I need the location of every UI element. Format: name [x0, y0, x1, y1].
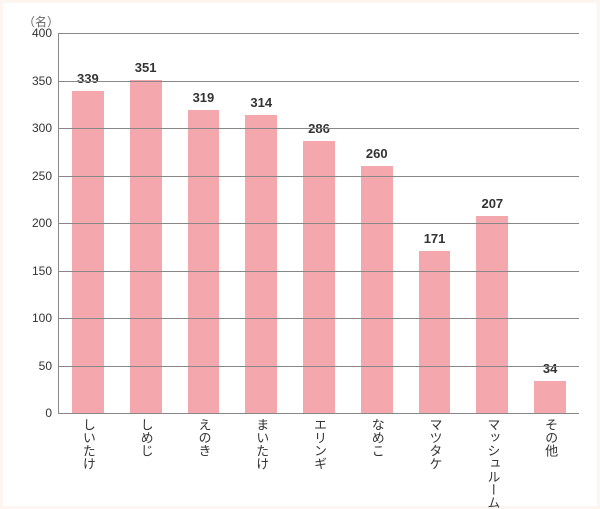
bar-value-label: 34	[534, 361, 566, 376]
ytick-label: 50	[12, 359, 52, 373]
ytick-label: 0	[12, 406, 52, 420]
bar: 260	[361, 166, 393, 413]
gridline	[59, 33, 579, 34]
ytick-label: 400	[12, 26, 52, 40]
gridline	[59, 318, 579, 319]
xtick-label: エリンギ	[310, 418, 329, 470]
bar-value-label: 339	[72, 71, 104, 86]
bar-value-label: 260	[361, 146, 393, 161]
gridline	[59, 271, 579, 272]
bar-value-label: 319	[188, 90, 220, 105]
plot-area: 339 351 319 314 286 260 171 207 34	[58, 33, 579, 414]
gridline	[59, 81, 579, 82]
xtick-label: マツタケ	[426, 418, 445, 470]
gridline	[59, 176, 579, 177]
ytick-label: 300	[12, 121, 52, 135]
gridline	[59, 128, 579, 129]
gridline	[59, 366, 579, 367]
bar-value-label: 314	[245, 95, 277, 110]
bar: 351	[130, 80, 162, 413]
bar: 171	[419, 251, 451, 413]
bar-value-label: 171	[419, 231, 451, 246]
bar: 319	[188, 110, 220, 413]
xtick-label: しめじ	[137, 418, 156, 457]
ytick-label: 200	[12, 216, 52, 230]
xtick-label: なめこ	[368, 418, 387, 457]
ytick-label: 350	[12, 74, 52, 88]
bar-value-label: 351	[130, 60, 162, 75]
chart-inner: （名） 33935131931428626017120734 050100150…	[3, 3, 597, 506]
bar-value-label: 207	[476, 196, 508, 211]
bar: 314	[245, 115, 277, 413]
gridline	[59, 223, 579, 224]
chart-container: （名） 33935131931428626017120734 050100150…	[0, 0, 600, 509]
bar: 286	[303, 141, 335, 413]
xtick-label: まいたけ	[252, 418, 271, 470]
xtick-label: しいたけ	[79, 418, 98, 470]
xtick-label: えのき	[194, 418, 213, 457]
xtick-label: マッシュルーム	[483, 418, 502, 509]
xtick-label: その他	[541, 418, 560, 457]
ytick-label: 150	[12, 264, 52, 278]
ytick-label: 100	[12, 311, 52, 325]
ytick-label: 250	[12, 169, 52, 183]
bar: 207	[476, 216, 508, 413]
bar: 34	[534, 381, 566, 413]
